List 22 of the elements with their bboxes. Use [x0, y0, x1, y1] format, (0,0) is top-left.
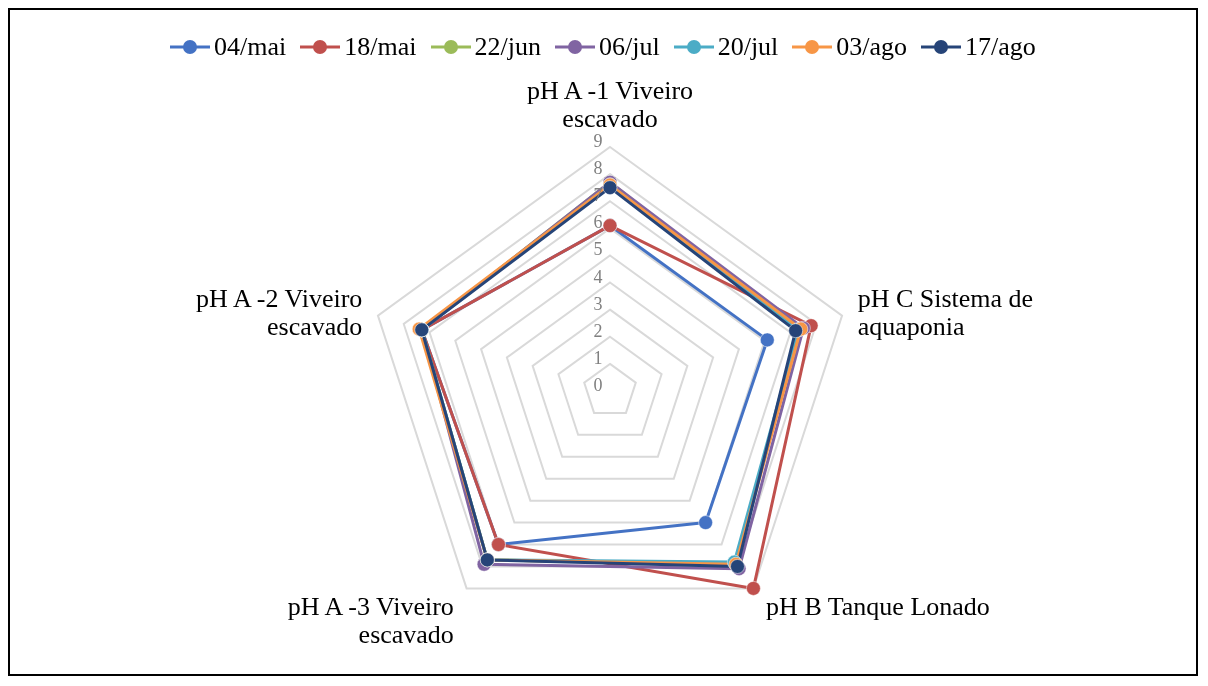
y-tick-label: 3 — [593, 293, 603, 314]
y-tick-label: 8 — [593, 158, 603, 179]
spoke-label: pH C Sistema de aquaponia — [857, 284, 1034, 342]
legend-label: 04/mai — [214, 32, 287, 62]
y-tick-label: 1 — [593, 347, 603, 368]
y-tick-label: 2 — [593, 320, 603, 341]
y-tick-label: 5 — [593, 239, 603, 260]
spoke-label: pH A -2 Viveiro escavado — [196, 284, 363, 342]
legend-label: 18/mai — [344, 32, 417, 62]
legend-label: 03/ago — [836, 32, 908, 62]
legend-label: 06/jul — [599, 32, 660, 62]
y-tick-label: 9 — [593, 131, 603, 151]
legend-label: 17/ago — [965, 32, 1036, 62]
legend-label: 20/jul — [717, 32, 779, 62]
spoke-label: pH B Tanque Lonado — [766, 591, 990, 621]
y-tick-label: 6 — [593, 212, 603, 233]
spoke-label: pH A -3 Viveiro escavado — [287, 591, 454, 649]
legend-label: 22/jun — [474, 32, 541, 62]
y-tick-label: 7 — [593, 185, 603, 206]
y-tick-label: 4 — [593, 266, 603, 287]
spoke-label: pH A -1 Viveiro escavado — [526, 76, 694, 133]
y-tick-label: 0 — [593, 375, 603, 395]
